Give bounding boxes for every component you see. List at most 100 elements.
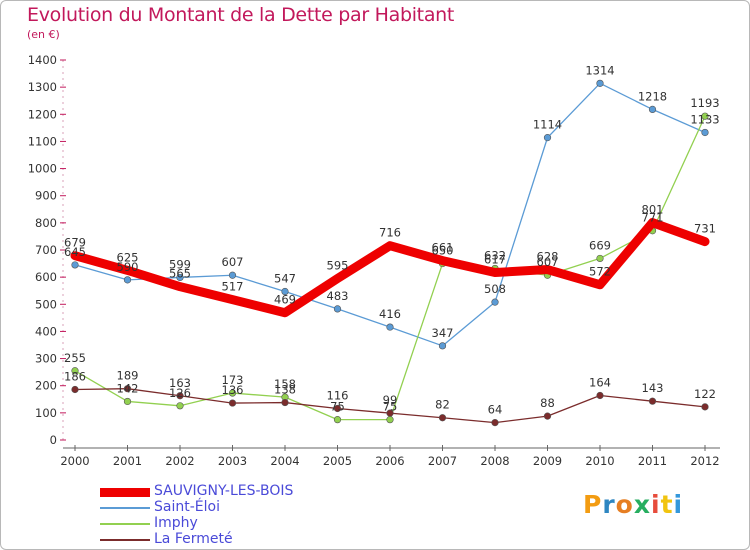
data-label-saint-loi: 1114 (533, 118, 562, 132)
data-label-imphy: 255 (64, 351, 86, 365)
data-point-la-fermet- (438, 414, 447, 422)
data-label-saint-loi: 483 (327, 289, 349, 303)
data-label-imphy: 142 (117, 381, 139, 395)
data-point-saint-loi (281, 287, 289, 296)
logo-letter: r (602, 490, 616, 519)
x-tick-label: 2004 (270, 454, 299, 468)
legend-swatch (100, 507, 150, 509)
data-point-saint-loi (176, 273, 184, 282)
logo-letter: o (615, 490, 634, 519)
data-label-sauvigny-les-bois: 595 (327, 259, 349, 273)
data-label-sauvigny-les-bois: 517 (222, 280, 244, 294)
data-point-imphy (596, 254, 604, 263)
data-point-la-fermet- (123, 385, 132, 393)
x-tick-label: 2008 (480, 454, 509, 468)
data-label-imphy: 669 (589, 238, 611, 252)
data-point-imphy (333, 416, 342, 424)
data-label-la-fermet-: 189 (117, 369, 139, 383)
data-label-saint-loi: 607 (222, 255, 244, 269)
data-point-la-fermet- (386, 409, 394, 417)
data-label-sauvigny-les-bois: 572 (589, 265, 611, 279)
logo-letter: t (660, 490, 674, 519)
y-tick-label: 800 (35, 216, 57, 230)
data-label-saint-loi: 1133 (690, 112, 719, 126)
data-label-sauvigny-les-bois: 801 (642, 203, 664, 217)
data-label-imphy: 126 (169, 386, 191, 400)
data-label-saint-loi: 547 (274, 272, 296, 286)
y-tick-label: 0 (50, 433, 57, 447)
data-point-saint-loi (438, 342, 447, 350)
proxiti-logo: Proxiti (583, 490, 683, 519)
data-label-la-fermet-: 122 (694, 387, 716, 401)
y-tick-label: 700 (35, 243, 57, 257)
data-point-la-fermet- (71, 385, 79, 394)
data-label-saint-loi: 347 (432, 326, 454, 340)
y-tick-label: 600 (35, 270, 57, 284)
data-label-saint-loi: 645 (64, 245, 86, 259)
data-point-la-fermet- (228, 399, 237, 407)
x-tick-label: 2011 (638, 454, 667, 468)
legend-label: Saint-Éloi (154, 499, 220, 515)
data-label-la-fermet-: 99 (383, 393, 398, 407)
data-label-sauvigny-les-bois: 625 (117, 250, 139, 264)
data-point-saint-loi (596, 79, 604, 87)
legend-swatch (100, 487, 150, 497)
data-label-saint-loi: 508 (484, 282, 506, 296)
series-line-sauvigny-les-bois (70, 218, 710, 318)
data-point-imphy (701, 112, 709, 120)
data-label-la-fermet-: 88 (540, 396, 555, 410)
x-tick-label: 2003 (218, 454, 247, 468)
data-label-sauvigny-les-bois: 628 (537, 250, 559, 264)
data-label-la-fermet-: 116 (327, 389, 349, 403)
data-point-la-fermet- (648, 397, 657, 405)
data-label-la-fermet-: 136 (222, 383, 244, 397)
data-label-imphy: 1193 (690, 96, 719, 110)
data-point-la-fermet- (596, 391, 604, 400)
data-point-imphy (123, 397, 132, 406)
legend-swatch (100, 523, 150, 525)
logo-letter: i (673, 490, 684, 519)
logo-letter: P (583, 490, 603, 519)
legend-swatch (100, 539, 150, 541)
data-label-sauvigny-les-bois: 731 (694, 222, 716, 236)
data-label-imphy: 771 (642, 211, 664, 225)
data-label-saint-loi: 590 (117, 260, 139, 274)
chart-unit: (en €) (27, 28, 60, 41)
data-label-sauvigny-les-bois: 661 (432, 241, 454, 255)
data-label-saint-loi: 416 (379, 307, 401, 321)
data-label-imphy: 75 (383, 400, 398, 414)
y-tick-label: 100 (35, 406, 57, 420)
data-point-saint-loi (648, 105, 657, 113)
data-label-sauvigny-les-bois: 565 (169, 267, 191, 281)
data-point-imphy (71, 367, 79, 375)
data-label-sauvigny-les-bois: 716 (379, 226, 401, 240)
y-tick-label: 1300 (28, 80, 57, 94)
data-point-la-fermet- (176, 392, 184, 400)
chart-title: Evolution du Montant de la Dette par Hab… (27, 4, 455, 26)
data-point-saint-loi (491, 298, 499, 306)
y-tick-label: 300 (35, 352, 57, 366)
data-label-la-fermet-: 164 (589, 375, 611, 389)
data-label-imphy: 173 (222, 373, 244, 387)
data-label-imphy: 632 (484, 248, 506, 262)
data-point-saint-loi (701, 128, 709, 137)
data-point-saint-loi (386, 323, 394, 331)
data-point-la-fermet- (543, 412, 552, 420)
data-point-imphy (228, 389, 237, 397)
x-tick-label: 2002 (165, 454, 194, 468)
y-tick-label: 200 (35, 379, 57, 393)
x-tick-label: 2007 (428, 454, 457, 468)
legend-label: SAUVIGNY-LES-BOIS (154, 483, 294, 499)
logo-letter: i (651, 490, 661, 519)
data-point-la-fermet- (281, 398, 289, 407)
data-point-saint-loi (228, 271, 237, 279)
x-tick-label: 2006 (375, 454, 404, 468)
data-point-imphy (386, 416, 394, 424)
data-label-saint-loi: 599 (169, 257, 191, 271)
data-label-imphy: 607 (537, 255, 559, 269)
legend-label: La Fermeté (154, 531, 233, 547)
x-tick-label: 2012 (690, 454, 719, 468)
y-tick-label: 1200 (28, 107, 57, 121)
x-tick-label: 2001 (113, 454, 142, 468)
